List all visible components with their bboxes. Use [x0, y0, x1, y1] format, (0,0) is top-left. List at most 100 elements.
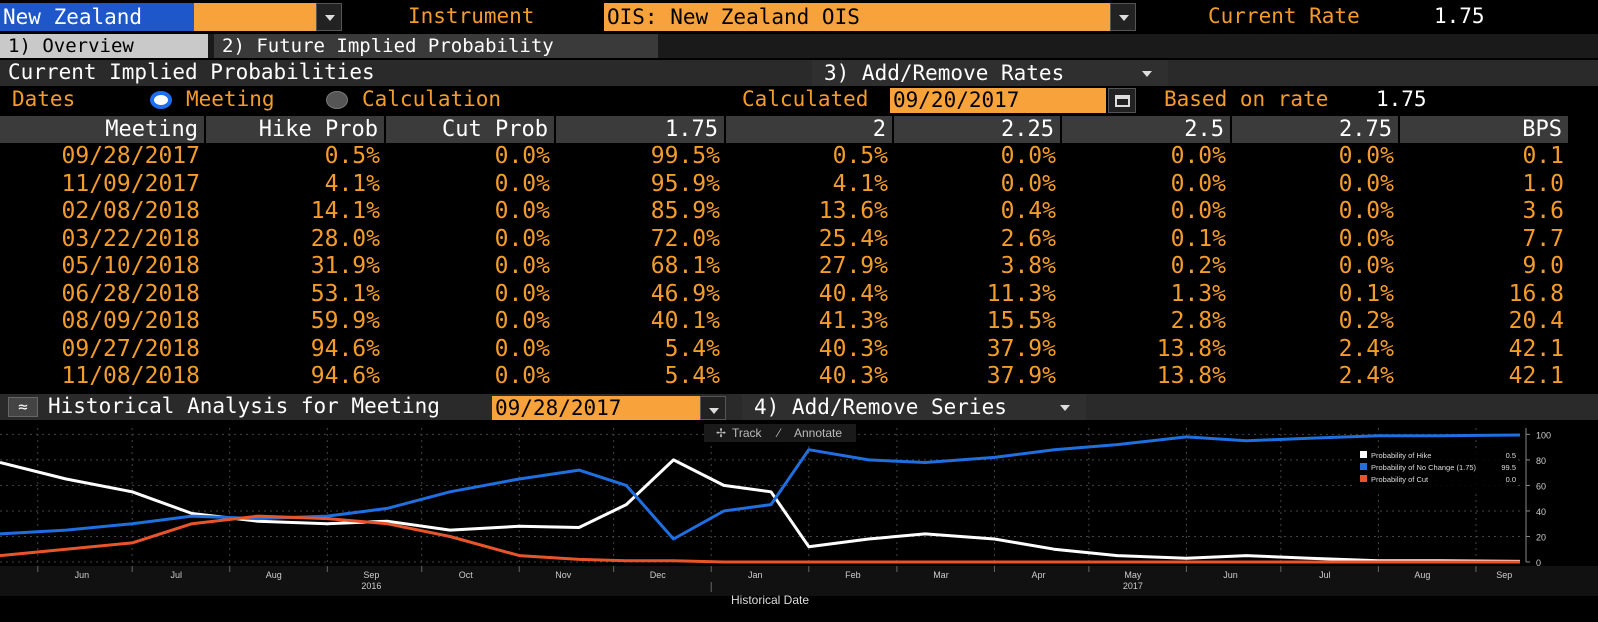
- annotate-label[interactable]: Annotate: [794, 426, 842, 440]
- x-tick-label: Jun: [75, 570, 90, 580]
- table-row[interactable]: 11/08/2018 94.6% 0.0% 5.4% 40.3% 37.9% 13.8% 2.…: [0, 363, 1598, 390]
- calculated-date-value: 09/20/2017: [893, 88, 1020, 112]
- radio-meeting-label[interactable]: Meeting: [186, 87, 275, 111]
- table-row[interactable]: 05/10/2018 31.9% 0.0% 68.1% 27.9% 3.8% 0.2% 0.0…: [0, 253, 1598, 280]
- table-row[interactable]: 06/28/2018 53.1% 0.0% 46.9% 40.4% 11.3% 1.3% 0.…: [0, 281, 1598, 308]
- radio-calculation-label[interactable]: Calculation: [362, 87, 502, 111]
- column-header[interactable]: 2.5: [1062, 116, 1232, 143]
- instrument-dropdown-chevron-icon[interactable]: [1110, 3, 1136, 31]
- radio-calculation-icon[interactable]: [326, 91, 348, 109]
- table-row[interactable]: 08/09/2018 59.9% 0.0% 40.1% 41.3% 15.5% 2.8% 0.…: [0, 308, 1598, 335]
- table-row[interactable]: 09/27/2018 94.6% 0.0% 5.4% 40.3% 37.9% 13.8% 2.…: [0, 336, 1598, 363]
- tab-future-implied-probability-label: 2) Future Implied Probability: [222, 35, 554, 57]
- table-cell: 31.9%: [310, 253, 380, 279]
- legend-swatch: [1360, 475, 1367, 482]
- table-cell: 1.3%: [1170, 280, 1226, 307]
- table-cell: 0.0%: [494, 280, 550, 307]
- meeting-date-cell: 11/08/2018: [61, 363, 200, 389]
- calendar-icon[interactable]: [1108, 88, 1136, 113]
- year-label: 2017: [1123, 581, 1143, 591]
- column-header[interactable]: BPS: [1400, 116, 1570, 143]
- section-header: [0, 60, 1598, 86]
- x-tick-label: May: [1124, 570, 1142, 580]
- table-cell: 0.2%: [1170, 253, 1226, 279]
- x-tick-label: Aug: [1414, 570, 1430, 580]
- table-cell: 40.3%: [818, 335, 888, 362]
- x-tick-label: Feb: [845, 570, 861, 580]
- year-label: 2016: [361, 581, 381, 591]
- table-row[interactable]: 02/08/2018 14.1% 0.0% 85.9% 13.6% 0.4% 0.0% 0.0…: [0, 198, 1598, 225]
- meeting-date-cell: 09/27/2018: [61, 335, 200, 362]
- region-value: New Zealand: [3, 5, 143, 29]
- legend-name: Probability of Hike: [1371, 451, 1431, 460]
- table-cell: 0.0%: [494, 335, 550, 362]
- table-cell: 42.1: [1508, 363, 1564, 389]
- calculated-date-field[interactable]: 09/20/2017: [890, 88, 1106, 113]
- top-bar: New Zealand Instrument OIS: New Zealand …: [0, 0, 1598, 34]
- chart-toolbar-bg: [704, 424, 856, 442]
- table-cell: 0.0%: [1000, 170, 1056, 197]
- tab-overview[interactable]: 1) Overview: [0, 34, 208, 58]
- table-cell: 0.0%: [1338, 225, 1394, 252]
- table-cell: 37.9%: [986, 363, 1056, 389]
- table-cell: 0.0%: [494, 363, 550, 389]
- table-cell: 7.7: [1522, 225, 1564, 252]
- table-cell: 28.0%: [310, 225, 380, 252]
- tab-future-implied-probability[interactable]: 2) Future Implied Probability: [214, 34, 658, 58]
- instrument-dropdown[interactable]: OIS: New Zealand OIS: [604, 3, 1110, 31]
- meeting-date-cell: 02/08/2018: [61, 198, 200, 224]
- column-header[interactable]: 2.25: [894, 116, 1062, 143]
- table-cell: 4.1%: [832, 170, 888, 197]
- x-tick-label: Oct: [459, 570, 474, 580]
- table-cell: 94.6%: [310, 363, 380, 389]
- table-cell: 13.6%: [818, 198, 888, 224]
- table-cell: 2.6%: [1000, 225, 1056, 252]
- table-cell: 0.0%: [1000, 143, 1056, 169]
- region-dropdown-fill[interactable]: [194, 3, 318, 31]
- collapse-icon[interactable]: ≈: [8, 397, 38, 417]
- annotate-icon: ⁄: [775, 426, 782, 440]
- table-row[interactable]: 03/22/2018 28.0% 0.0% 72.0% 25.4% 2.6% 0.1% 0.0…: [0, 226, 1598, 253]
- meeting-date-cell: 11/09/2017: [61, 170, 200, 197]
- table-cell: 20.4: [1508, 308, 1564, 334]
- x-tick-label: Sep: [363, 570, 379, 580]
- x-tick-label: Mar: [933, 570, 949, 580]
- table-cell: 2.4%: [1338, 335, 1394, 362]
- historical-meeting-chevron-icon[interactable]: [700, 396, 726, 420]
- section-title: Current Implied Probabilities: [8, 60, 375, 84]
- column-header[interactable]: Meeting: [0, 116, 206, 143]
- y-tick-label: 100: [1536, 430, 1551, 440]
- table-header-row: Meeting Hike Prob Cut Prob 1.75 2 2.25 2.5 2.75…: [0, 116, 1598, 143]
- table-cell: 94.6%: [310, 335, 380, 362]
- table-cell: 3.8%: [1000, 253, 1056, 279]
- legend-bg: [1356, 450, 1518, 490]
- table-cell: 40.4%: [818, 280, 888, 307]
- table-row[interactable]: 09/28/2017 0.5% 0.0% 99.5% 0.5% 0.0% 0.0% 0.0% 0…: [0, 143, 1598, 170]
- x-tick-label: Dec: [650, 570, 667, 580]
- table-cell: 0.1: [1522, 143, 1564, 169]
- table-cell: 13.8%: [1156, 335, 1226, 362]
- y-tick-label: 0: [1536, 558, 1541, 568]
- table-cell: 3.6: [1522, 198, 1564, 224]
- column-header[interactable]: Hike Prob: [206, 116, 386, 143]
- column-header[interactable]: Cut Prob: [386, 116, 556, 143]
- table-cell: 0.4%: [1000, 198, 1056, 224]
- table-cell: 40.3%: [818, 363, 888, 389]
- calculated-label: Calculated: [742, 87, 869, 111]
- table-cell: 85.9%: [650, 198, 720, 224]
- add-remove-rates-button[interactable]: 3) Add/Remove Rates: [812, 60, 1168, 86]
- table-cell: 41.3%: [818, 308, 888, 334]
- radio-meeting-icon[interactable]: [150, 91, 172, 109]
- track-label[interactable]: Track: [732, 426, 763, 440]
- table-cell: 11.3%: [986, 280, 1056, 307]
- add-remove-series-button[interactable]: 4) Add/Remove Series: [742, 394, 1086, 420]
- historical-meeting-dropdown[interactable]: 09/28/2017: [492, 396, 700, 420]
- x-axis-label: Historical Date: [731, 593, 809, 607]
- column-header[interactable]: 2.75: [1232, 116, 1400, 143]
- table-cell: 0.0%: [494, 253, 550, 279]
- historical-chart[interactable]: ✢ Track ⁄ Annotate 0 20 40 60 80 100 Jun Jul Au…: [0, 420, 1598, 622]
- region-dropdown-chevron-icon[interactable]: [316, 3, 342, 31]
- table-row[interactable]: 11/09/2017 4.1% 0.0% 95.9% 4.1% 0.0% 0.0% 0.0% 1…: [0, 171, 1598, 198]
- column-header[interactable]: 2: [726, 116, 894, 143]
- column-header[interactable]: 1.75: [556, 116, 726, 143]
